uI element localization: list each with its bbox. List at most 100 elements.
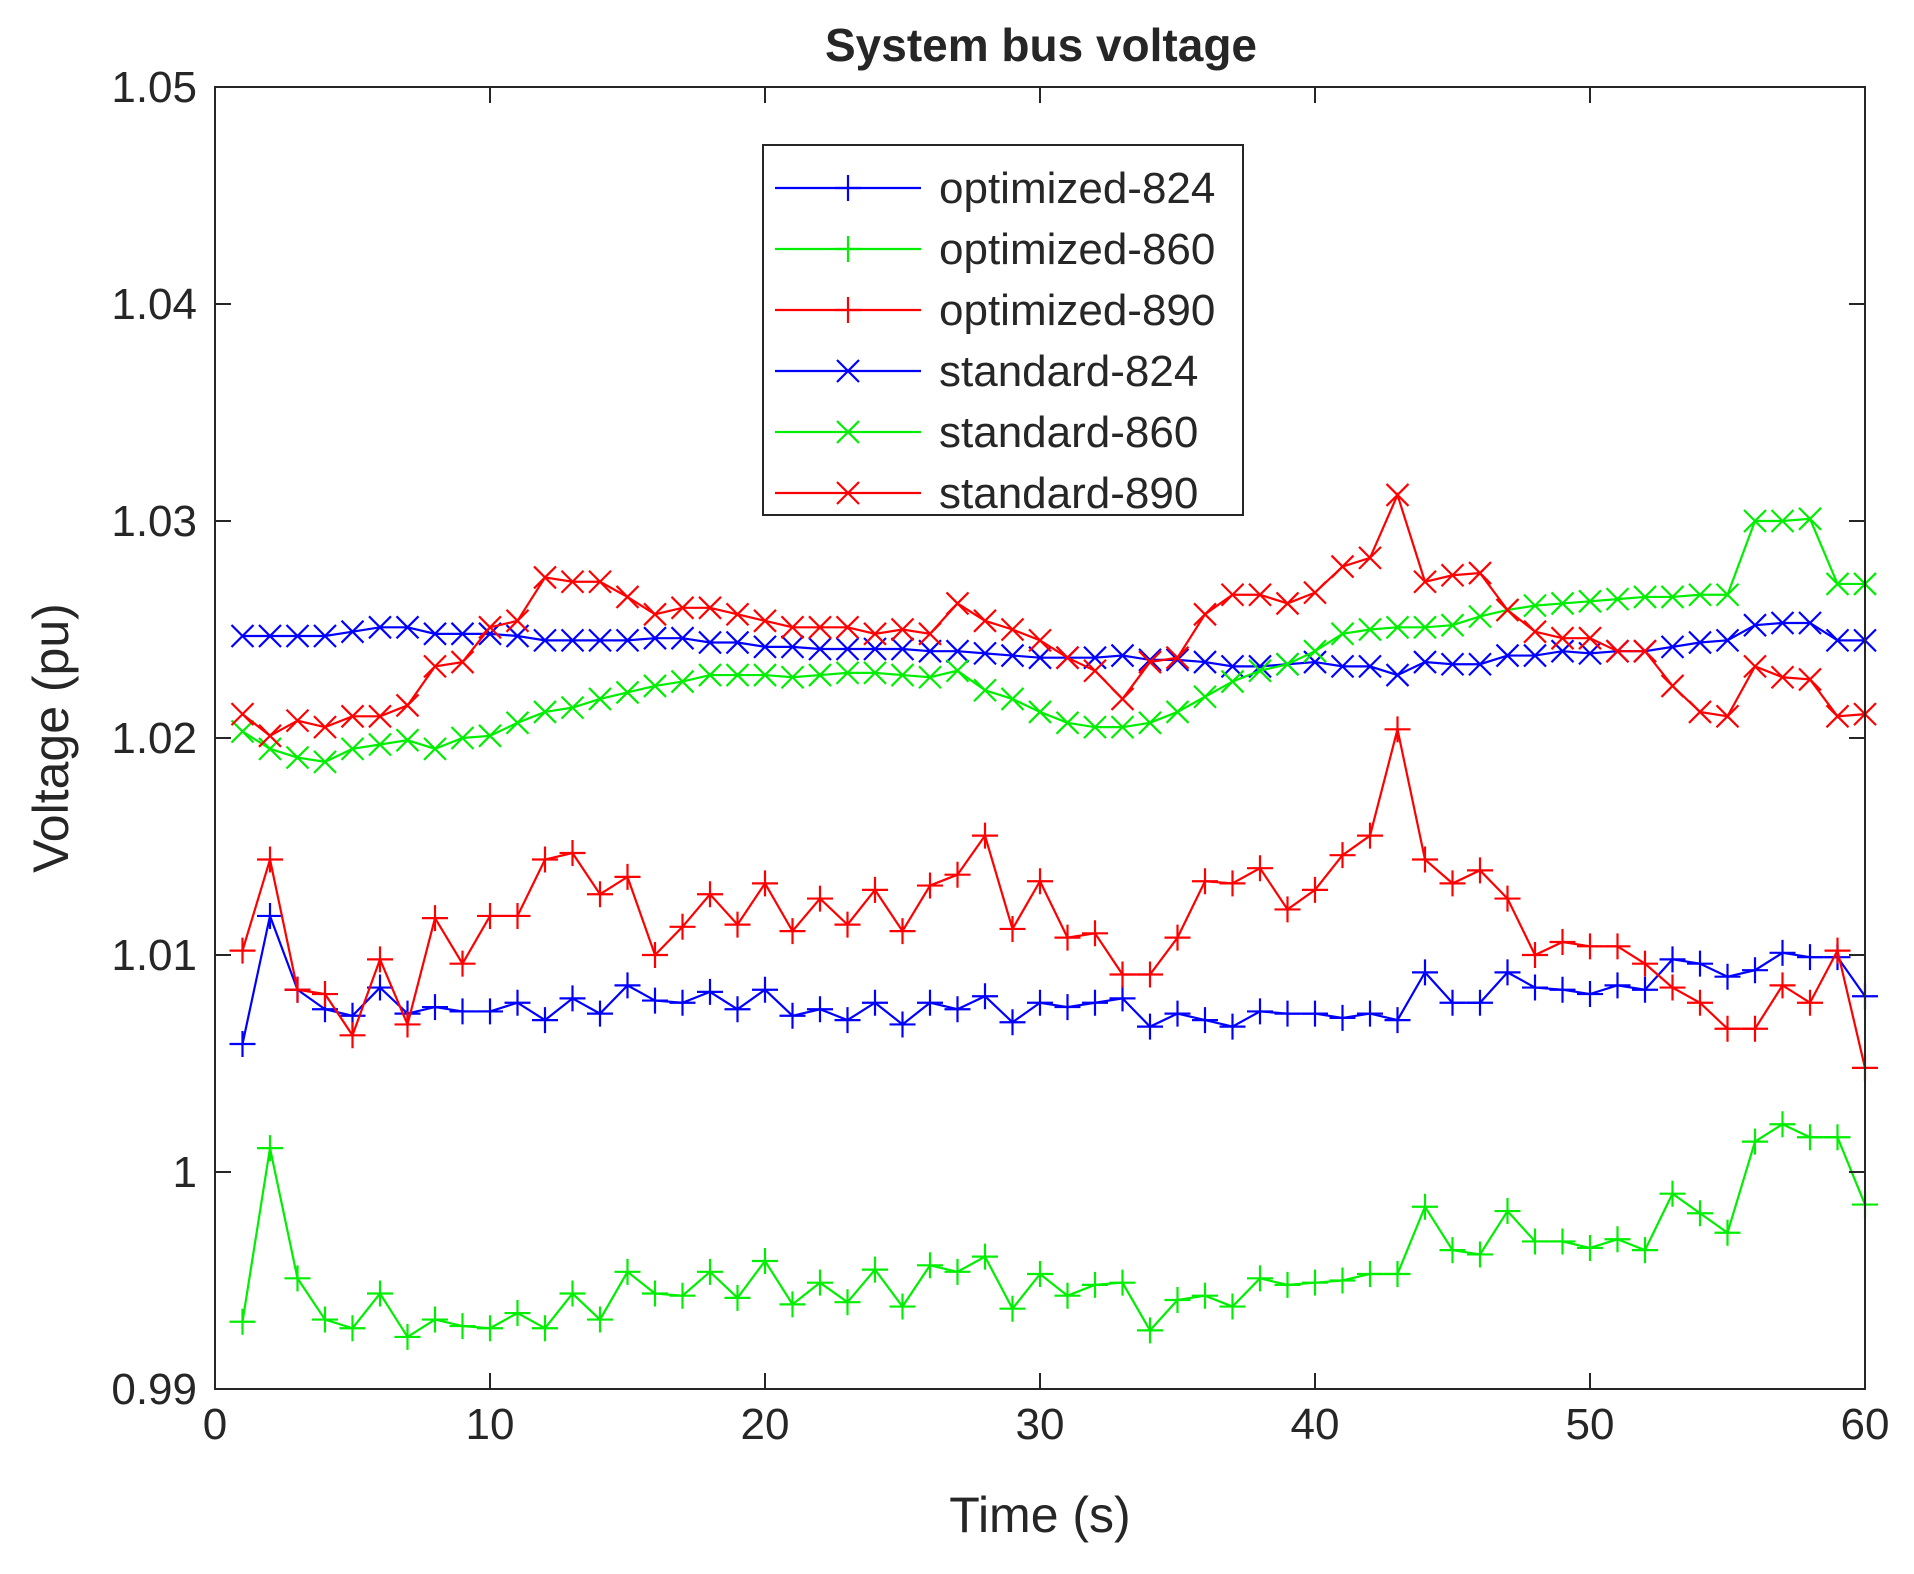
data-point	[1165, 645, 1190, 670]
data-point	[669, 989, 696, 1016]
data-point	[1798, 611, 1822, 635]
y-tick-label: 1	[173, 1148, 197, 1197]
data-point	[1083, 645, 1107, 670]
data-point	[368, 615, 392, 640]
data-point	[1549, 1228, 1576, 1255]
data-point	[229, 1308, 256, 1335]
legend-label: standard-824	[939, 347, 1198, 396]
data-point	[1523, 643, 1547, 668]
data-point	[834, 1289, 861, 1316]
x-tick-label: 0	[203, 1400, 227, 1449]
data-point	[1330, 554, 1355, 579]
data-point	[1413, 650, 1437, 674]
data-point	[1715, 628, 1740, 653]
legend-box	[762, 144, 1244, 516]
data-point	[724, 996, 751, 1023]
data-point	[394, 1011, 421, 1038]
data-point	[1742, 1015, 1768, 1042]
data-point	[1109, 961, 1136, 988]
data-point	[669, 913, 696, 940]
data-point	[1412, 1193, 1438, 1220]
data-point	[1412, 959, 1438, 986]
data-point	[1742, 1128, 1768, 1155]
legend-item: optimized-890	[775, 286, 1215, 335]
data-point	[1467, 989, 1493, 1016]
data-point	[1000, 617, 1025, 642]
data-point	[1247, 998, 1273, 1025]
data-point	[339, 1315, 366, 1342]
legend-marker	[835, 236, 861, 262]
data-point	[1714, 1015, 1741, 1042]
data-point	[423, 654, 447, 679]
data-point	[504, 989, 531, 1016]
data-point	[1578, 626, 1602, 650]
data-point	[1494, 885, 1521, 912]
data-point	[1522, 974, 1548, 1001]
data-point	[973, 609, 997, 633]
data-point	[1193, 684, 1217, 709]
data-point	[368, 704, 392, 729]
data-point	[1110, 715, 1135, 739]
data-point	[1054, 994, 1081, 1021]
data-point	[1027, 868, 1053, 895]
data-point	[1248, 583, 1272, 607]
data-point	[1082, 989, 1108, 1016]
data-point	[1054, 1282, 1081, 1309]
data-point	[1384, 716, 1411, 743]
data-point	[889, 1011, 916, 1038]
data-point	[890, 637, 915, 661]
data-point	[615, 628, 640, 653]
data-point	[889, 1293, 916, 1320]
data-point	[504, 1300, 531, 1327]
data-point	[1495, 643, 1520, 668]
data-point	[533, 565, 557, 590]
data-point	[1687, 950, 1713, 977]
data-point	[834, 911, 861, 938]
data-point	[257, 1135, 283, 1162]
data-point	[1605, 587, 1630, 611]
data-point	[1082, 1271, 1108, 1298]
data-point	[1027, 989, 1053, 1016]
data-point	[258, 724, 282, 748]
data-point	[780, 635, 805, 659]
data-point	[257, 846, 283, 873]
data-point	[1247, 855, 1273, 882]
data-point	[1687, 989, 1713, 1016]
series-line	[241, 491, 1866, 738]
data-point	[890, 617, 915, 642]
data-point	[724, 1284, 751, 1311]
data-point	[1274, 1000, 1301, 1027]
data-point	[1522, 1228, 1548, 1255]
data-point	[614, 972, 641, 999]
data-point	[1000, 643, 1025, 668]
data-point	[1358, 654, 1382, 679]
data-point	[450, 622, 475, 646]
data-point	[1550, 639, 1575, 663]
data-point	[477, 902, 503, 929]
data-point	[779, 1002, 806, 1029]
data-point	[1028, 628, 1052, 653]
data-point	[918, 622, 942, 646]
data-point	[614, 863, 641, 890]
data-point	[1825, 704, 1850, 729]
data-point	[1138, 650, 1162, 674]
data-point	[1275, 652, 1300, 676]
series-standard-890	[230, 483, 1877, 748]
data-point	[560, 695, 585, 720]
data-point	[972, 822, 998, 849]
data-point	[1192, 868, 1218, 895]
data-point	[862, 989, 888, 1016]
data-point	[725, 663, 750, 687]
data-point	[698, 663, 722, 687]
data-point	[367, 974, 393, 1001]
data-point	[1578, 589, 1602, 614]
data-point	[1659, 946, 1686, 973]
data-point	[1275, 591, 1300, 616]
data-point	[478, 615, 502, 640]
data-point	[890, 663, 915, 687]
x-tick-label: 10	[466, 1400, 515, 1449]
data-point	[670, 669, 695, 694]
data-point	[1137, 1317, 1163, 1344]
data-point	[559, 985, 586, 1012]
y-tick-label: 0.99	[111, 1365, 197, 1414]
